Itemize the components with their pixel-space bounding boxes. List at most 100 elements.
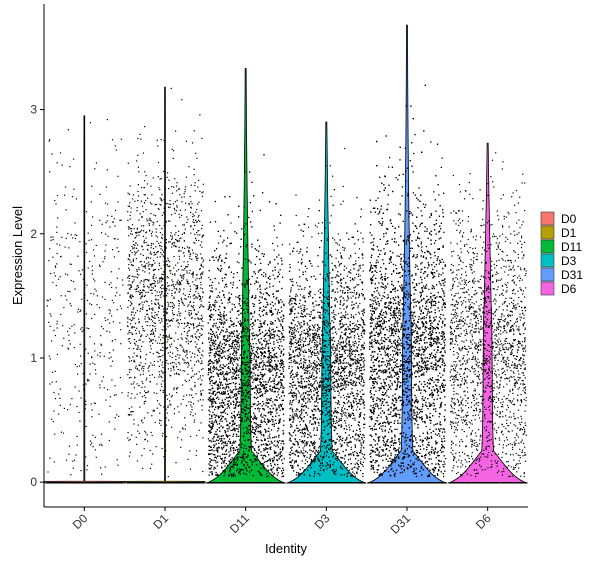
- data-point: [139, 291, 141, 294]
- data-point: [127, 275, 130, 277]
- data-point: [171, 284, 173, 286]
- data-point: [179, 319, 182, 321]
- data-point: [74, 234, 76, 236]
- data-point: [102, 261, 104, 263]
- data-point: [56, 243, 58, 245]
- data-point: [129, 318, 131, 320]
- data-point: [171, 192, 173, 194]
- data-point: [165, 242, 167, 244]
- data-point: [130, 264, 133, 266]
- data-point: [179, 282, 182, 284]
- data-point: [136, 269, 138, 271]
- data-point: [189, 255, 191, 257]
- data-point: [188, 204, 190, 206]
- data-point: [91, 265, 93, 267]
- data-point: [114, 145, 116, 147]
- data-point: [47, 471, 49, 473]
- data-point: [156, 482, 158, 484]
- data-point: [170, 404, 172, 406]
- data-point: [195, 361, 197, 363]
- data-point: [157, 356, 159, 358]
- data-point: [134, 251, 136, 253]
- data-point: [127, 292, 129, 294]
- data-point: [178, 213, 180, 215]
- data-point: [136, 367, 138, 369]
- data-point: [145, 199, 147, 202]
- data-point: [194, 384, 196, 386]
- data-point: [195, 296, 197, 298]
- data-point: [191, 317, 193, 319]
- data-point: [165, 417, 167, 419]
- data-point: [165, 287, 167, 290]
- data-point: [167, 363, 169, 365]
- data-point: [109, 352, 111, 354]
- data-point: [177, 234, 179, 237]
- data-point: [202, 291, 204, 293]
- data-point: [187, 305, 189, 307]
- data-point: [156, 256, 158, 258]
- data-point: [155, 482, 157, 484]
- data-point: [129, 451, 131, 453]
- data-point: [149, 219, 151, 221]
- data-point: [137, 346, 139, 348]
- data-point: [198, 294, 200, 296]
- data-point: [169, 482, 171, 484]
- data-point: [157, 176, 159, 178]
- data-point: [140, 260, 142, 263]
- data-point: [201, 272, 203, 274]
- data-point: [111, 215, 113, 217]
- data-point: [175, 358, 177, 361]
- data-point: [51, 371, 54, 373]
- data-point: [157, 303, 160, 305]
- data-point: [197, 348, 199, 350]
- data-point: [175, 363, 177, 365]
- data-point: [143, 225, 145, 227]
- data-point: [178, 269, 180, 271]
- data-point: [188, 272, 190, 274]
- data-point: [161, 277, 163, 280]
- data-point: [177, 300, 179, 302]
- data-point: [168, 393, 171, 395]
- data-point: [132, 260, 134, 262]
- data-point: [104, 298, 106, 300]
- data-point: [72, 281, 75, 283]
- data-point: [202, 266, 204, 268]
- data-point: [193, 301, 195, 303]
- data-point: [180, 237, 182, 239]
- data-point: [154, 315, 156, 317]
- data-point: [190, 207, 192, 209]
- data-point: [138, 364, 140, 366]
- data-point: [177, 350, 179, 352]
- data-point: [140, 335, 142, 337]
- data-point: [195, 256, 197, 258]
- data-point: [189, 290, 191, 292]
- data-point: [162, 371, 164, 373]
- data-point: [165, 328, 167, 330]
- data-point: [49, 358, 51, 360]
- data-point: [164, 246, 166, 248]
- data-point: [133, 359, 135, 361]
- data-point: [158, 269, 160, 271]
- data-point: [178, 313, 180, 315]
- data-point: [80, 309, 82, 311]
- data-point: [69, 327, 71, 329]
- data-point: [181, 427, 184, 429]
- data-point: [158, 403, 160, 405]
- data-point: [197, 297, 199, 299]
- data-point: [165, 408, 167, 410]
- data-point: [169, 374, 171, 376]
- data-point: [146, 434, 148, 436]
- data-point: [140, 336, 142, 338]
- data-point: [155, 252, 158, 254]
- data-point: [195, 314, 197, 316]
- data-point: [151, 463, 153, 465]
- data-point: [167, 277, 169, 279]
- data-point: [67, 290, 69, 292]
- data-point: [161, 291, 163, 293]
- data-point: [136, 251, 138, 253]
- data-point: [165, 294, 167, 296]
- data-point: [157, 282, 159, 284]
- data-point: [75, 454, 77, 456]
- data-point: [159, 281, 161, 283]
- data-point: [127, 306, 129, 308]
